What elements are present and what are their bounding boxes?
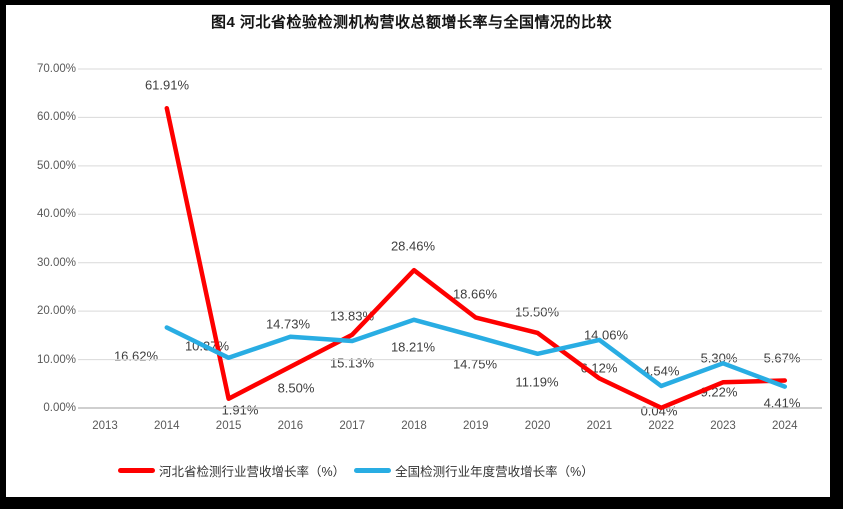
y-axis-tick-label: 10.00% bbox=[36, 353, 76, 366]
hebei-data-label: 61.91% bbox=[144, 77, 190, 93]
x-axis-tick-label: 2021 bbox=[586, 420, 613, 432]
legend-label-national: 全国检测行业年度营收增长率（%） bbox=[395, 465, 594, 479]
legend-label-hebei: 河北省检测行业营收增长率（%） bbox=[159, 465, 346, 479]
y-axis-tick-label: 20.00% bbox=[36, 305, 76, 318]
national-data-label: 9.22% bbox=[700, 384, 738, 400]
national-data-label: 11.19% bbox=[515, 374, 559, 390]
national-data-label: 14.75% bbox=[452, 356, 498, 372]
hebei-data-label: 15.13% bbox=[329, 355, 375, 371]
x-axis-tick-label: 2020 bbox=[524, 420, 551, 432]
x-axis-tick-label: 2015 bbox=[215, 420, 242, 432]
hebei-data-label: 6.12% bbox=[580, 360, 618, 376]
hebei-series-swatch-icon bbox=[118, 468, 155, 473]
y-axis-tick-label: 50.00% bbox=[36, 159, 76, 172]
national-data-label: 4.41% bbox=[763, 395, 801, 411]
x-axis-tick-label: 2018 bbox=[401, 420, 427, 432]
hebei-data-label: 5.30% bbox=[700, 350, 738, 366]
chart-title: 图4 河北省检验检测机构营收总额增长率与全国情况的比较 bbox=[210, 14, 612, 31]
national-data-label: 14.06% bbox=[583, 327, 629, 343]
legend: 河北省检测行业营收增长率（%） 全国检测行业年度营收增长率（%） bbox=[118, 461, 594, 480]
national-series-line bbox=[164, 317, 788, 389]
hebei-data-label: 5.67% bbox=[763, 350, 801, 366]
national-data-label: 14.73% bbox=[265, 316, 311, 332]
legend-item-hebei: 河北省检测行业营收增长率（%） bbox=[118, 461, 345, 480]
y-axis-tick-label: 70.00% bbox=[36, 63, 76, 75]
x-axis-tick-label: 2023 bbox=[710, 420, 736, 432]
y-axis-tick-label: 60.00% bbox=[36, 111, 76, 124]
x-axis-tick-label: 2013 bbox=[92, 420, 118, 432]
national-series-swatch-icon bbox=[354, 468, 392, 473]
hebei-data-label: 8.50% bbox=[277, 380, 315, 396]
x-axis-tick-label: 2022 bbox=[648, 420, 674, 432]
y-axis-tick-label: 30.00% bbox=[36, 256, 76, 269]
national-data-label: 10.37% bbox=[184, 338, 230, 354]
hebei-data-label: 18.66% bbox=[452, 286, 498, 302]
x-axis-tick-label: 2016 bbox=[277, 420, 304, 432]
hebei-data-label: 1.91% bbox=[221, 402, 259, 418]
national-data-label: 13.83% bbox=[329, 308, 375, 324]
hebei-data-label: 15.50% bbox=[514, 304, 560, 320]
national-data-label: 18.21% bbox=[390, 339, 436, 355]
x-axis-tick-label: 2024 bbox=[772, 420, 798, 432]
hebei-data-label: 28.46% bbox=[390, 238, 436, 254]
national-data-label: 4.54% bbox=[642, 363, 680, 379]
y-axis-tick-label: 40.00% bbox=[36, 208, 76, 221]
x-axis-tick-label: 2019 bbox=[463, 420, 489, 432]
y-axis-tick-label: 0.00% bbox=[43, 402, 76, 414]
x-axis-tick-label: 2017 bbox=[339, 420, 365, 432]
legend-item-national: 全国检测行业年度营收增长率（%） bbox=[354, 461, 594, 480]
hebei-data-label: 0.04% bbox=[640, 403, 678, 419]
x-axis-tick-label: 2014 bbox=[154, 420, 180, 432]
national-data-label: 16.62% bbox=[113, 348, 159, 364]
